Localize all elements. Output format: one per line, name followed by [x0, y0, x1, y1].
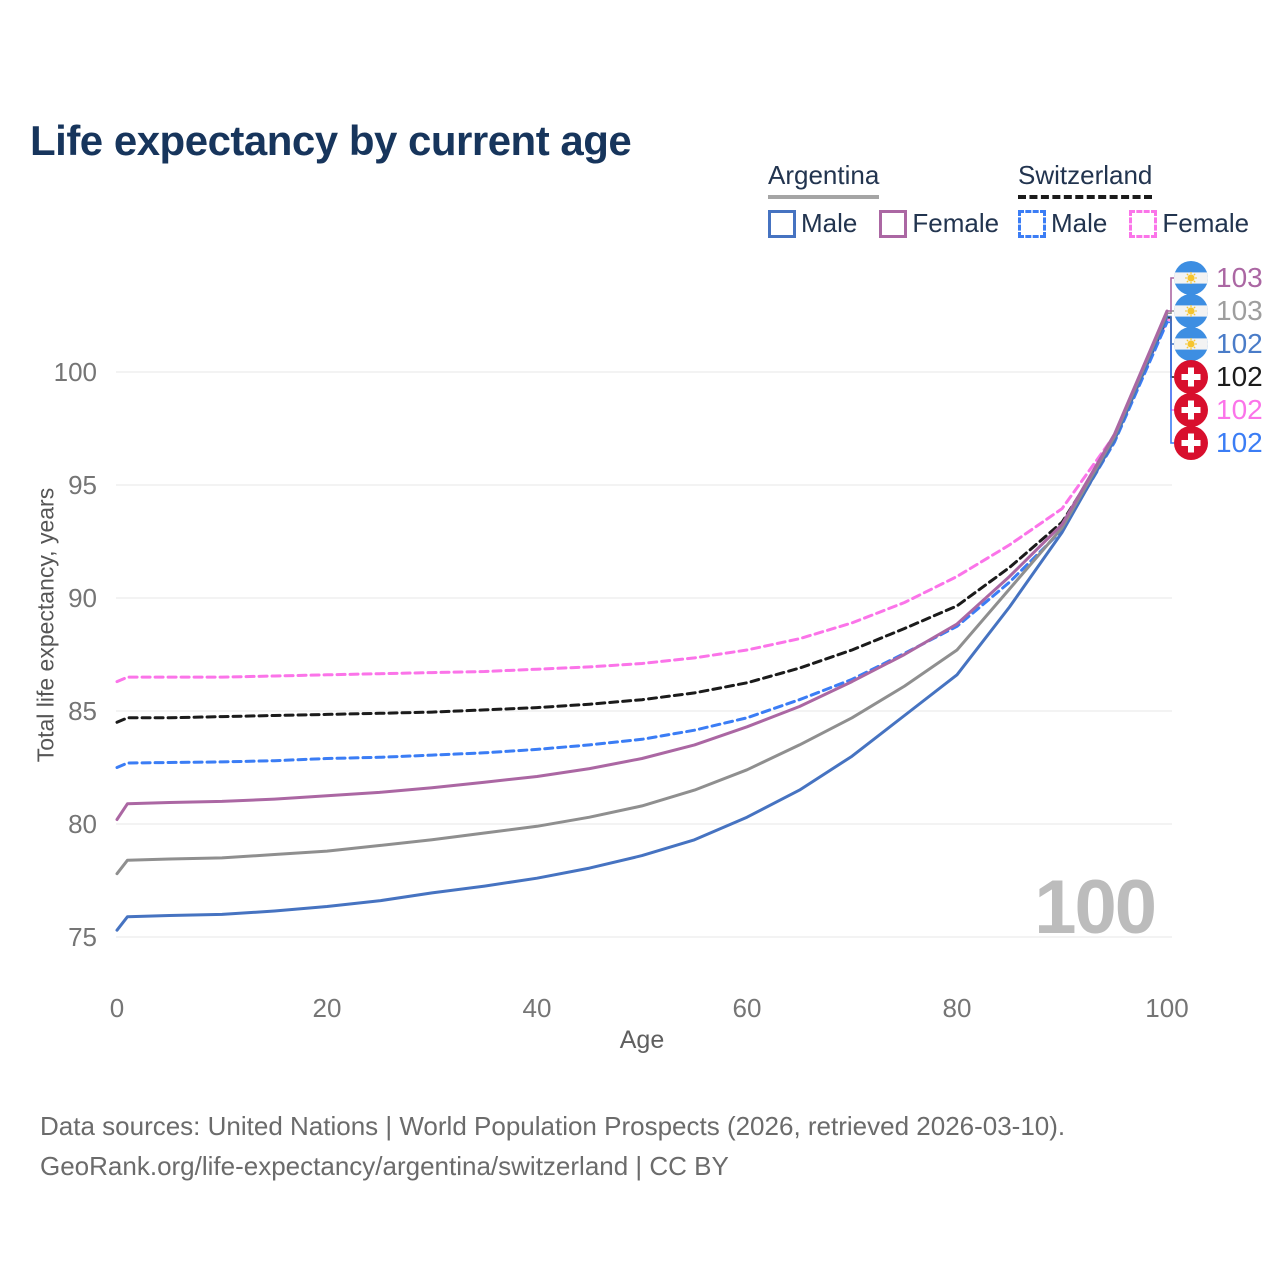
legend-country-argentina[interactable]: Argentina — [768, 160, 880, 199]
legend-label-argentina-female: Female — [912, 208, 1000, 238]
x-tick-label: 20 — [313, 993, 342, 1023]
end-connector — [1168, 310, 1174, 314]
y-tick-label: 100 — [54, 357, 97, 387]
end-label-argentina-both[interactable]: 103 — [1174, 294, 1263, 328]
end-label-argentina-male[interactable]: 102 — [1174, 327, 1263, 361]
y-tick-label: 90 — [68, 583, 97, 613]
switzerland-flag-icon — [1174, 426, 1208, 460]
end-label-switzerland-both[interactable]: 102 — [1174, 360, 1263, 394]
argentina-male-line[interactable] — [115, 315, 1169, 932]
x-tick-label: 100 — [1145, 993, 1188, 1023]
switzerland-flag-icon — [1174, 393, 1208, 427]
legend-item-switzerland-male[interactable]: Male — [1018, 208, 1107, 239]
legend-item-argentina-female[interactable]: Female — [879, 208, 999, 239]
end-label-switzerland-male[interactable]: 102 — [1174, 426, 1263, 460]
y-tick-label: 85 — [68, 696, 97, 726]
legend-item-switzerland-female[interactable]: Female — [1129, 208, 1249, 239]
argentina-flag-icon — [1174, 294, 1208, 328]
end-value: 102 — [1216, 361, 1263, 392]
legend-item-argentina-male[interactable]: Male — [768, 208, 857, 239]
y-tick-label: 95 — [68, 470, 97, 500]
footer-attribution-line[interactable]: GeoRank.org/life-expectancy/argentina/sw… — [40, 1151, 729, 1181]
end-value: 102 — [1216, 328, 1263, 359]
end-label-argentina-female[interactable]: 103 — [1174, 261, 1263, 295]
legend-label-switzerland-female: Female — [1162, 208, 1250, 238]
end-connector — [1168, 277, 1174, 312]
switzerland-male-swatch-icon — [1018, 209, 1046, 238]
legend-label-argentina-male: Male — [801, 208, 858, 238]
argentina-male-swatch-icon — [768, 209, 796, 238]
page-title: Life expectancy by current age — [30, 117, 632, 165]
line-chart[interactable]: 75 80 85 90 95 100 0 20 40 60 80 100 — [0, 0, 1280, 1080]
legend-country-switzerland[interactable]: Switzerland — [1018, 160, 1153, 199]
x-axis-title: Age — [619, 1026, 665, 1054]
y-tick-label: 75 — [68, 922, 97, 952]
argentina-female-swatch-icon — [879, 209, 908, 238]
x-tick-label: 60 — [733, 993, 762, 1023]
switzerland-male-line[interactable] — [115, 320, 1169, 769]
end-value: 102 — [1216, 427, 1263, 458]
x-tick-label: 0 — [110, 993, 124, 1023]
end-connector — [1168, 315, 1174, 345]
end-connector — [1168, 321, 1174, 444]
argentina-both-sexes-line[interactable] — [115, 311, 1169, 876]
x-tick-label: 40 — [523, 993, 552, 1023]
end-value: 103 — [1216, 295, 1263, 326]
data-sources-footer: Data sources: United Nations | World Pop… — [40, 1106, 1065, 1186]
switzerland-female-line[interactable] — [115, 318, 1169, 684]
argentina-female-line[interactable] — [115, 309, 1169, 821]
end-value: 103 — [1216, 262, 1263, 293]
x-tick-label: 80 — [943, 993, 972, 1023]
switzerland-flag-icon — [1174, 360, 1208, 394]
switzerland-female-swatch-icon — [1129, 209, 1158, 238]
y-tick-label: 80 — [68, 809, 97, 839]
y-axis-title: Total life expectancy, years — [32, 487, 59, 763]
footer-sources-line: Data sources: United Nations | World Pop… — [40, 1111, 1066, 1141]
switzerland-both-sexes-line[interactable] — [115, 316, 1169, 724]
age-watermark: 100 — [1034, 865, 1157, 950]
argentina-flag-icon — [1174, 327, 1208, 361]
end-value: 102 — [1216, 394, 1263, 425]
legend-group-argentina: Argentina Male Female — [768, 160, 999, 239]
legend-group-switzerland: Switzerland Male Female — [1018, 160, 1249, 239]
end-label-switzerland-female[interactable]: 102 — [1174, 393, 1263, 427]
legend-label-switzerland-male: Male — [1051, 208, 1108, 238]
argentina-flag-icon — [1174, 261, 1208, 295]
